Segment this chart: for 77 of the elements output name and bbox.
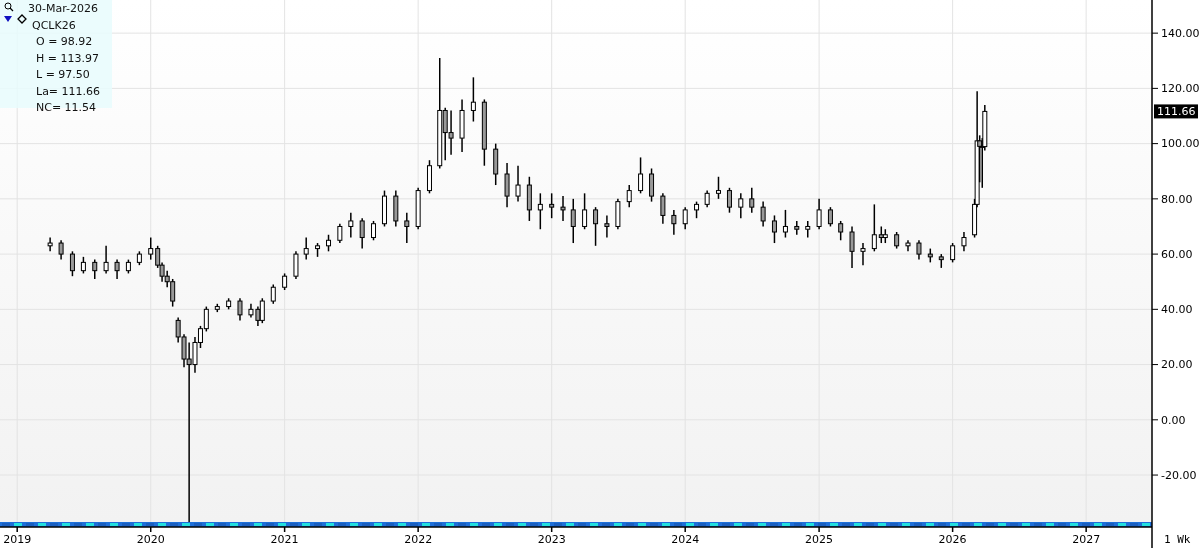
candlestick xyxy=(537,192,543,230)
candlestick xyxy=(827,206,833,228)
candlestick xyxy=(549,192,555,219)
y-tick-label: -20.00 xyxy=(1161,468,1197,482)
x-tick-label: 2025 xyxy=(805,533,834,546)
candlestick xyxy=(259,297,265,324)
annotation: QCLK26 xyxy=(32,18,76,32)
candlestick xyxy=(371,220,377,242)
text: 111.66 xyxy=(1157,105,1196,119)
candlestick xyxy=(504,162,510,208)
candlestick xyxy=(270,283,276,305)
candlestick xyxy=(114,258,120,280)
x-tick-label: 2024 xyxy=(671,533,700,546)
candlestick xyxy=(950,242,956,264)
annotation: H = 113.97 xyxy=(36,51,99,65)
y-tick-label: 60.00 xyxy=(1161,247,1193,261)
candlestick xyxy=(816,198,822,230)
y-tick-label: 100.00 xyxy=(1161,137,1200,151)
x-tick-label: 2020 xyxy=(136,533,165,546)
candlestick xyxy=(359,217,365,250)
x-tick-label: 2026 xyxy=(938,533,967,546)
y-tick-label: 20.00 xyxy=(1161,358,1193,372)
candlestick xyxy=(771,214,777,244)
candlestick xyxy=(293,250,299,280)
candlestick xyxy=(916,239,922,261)
candlestick xyxy=(805,220,811,239)
candlestick xyxy=(148,236,154,261)
candlestick xyxy=(649,167,655,203)
candlestick xyxy=(515,164,521,203)
candlestick xyxy=(58,239,64,261)
candlestick xyxy=(604,214,610,239)
candlestick xyxy=(404,211,410,244)
y-tick-label: 40.00 xyxy=(1161,303,1193,317)
candlestick xyxy=(92,258,98,280)
candlestick xyxy=(470,76,476,123)
candlestick xyxy=(738,192,744,219)
x-tick-label: 2023 xyxy=(537,533,566,546)
text: 1 Wk xyxy=(1164,533,1191,546)
candlestick xyxy=(715,176,721,200)
x-tick-label: 2021 xyxy=(270,533,299,546)
annotation: La= 111.66 xyxy=(36,84,101,98)
candlestick xyxy=(838,220,844,242)
candlestick xyxy=(638,156,644,195)
y-tick-label: 0.00 xyxy=(1161,413,1186,427)
candlestick xyxy=(237,297,243,322)
candlestick xyxy=(871,203,877,253)
candlestick xyxy=(726,187,732,214)
annotation: L = 97.50 xyxy=(36,68,90,81)
annotation: O = 98.92 xyxy=(36,35,93,48)
candlestick xyxy=(303,236,309,261)
annotation: 30-Mar-2026 xyxy=(28,2,98,15)
candlestick xyxy=(560,195,566,222)
candlestick xyxy=(782,209,788,239)
y-tick-label: 120.00 xyxy=(1161,82,1200,96)
candlestick xyxy=(593,206,599,247)
candlestick xyxy=(794,220,800,236)
x-tick-label: 2027 xyxy=(1072,533,1101,546)
candlestick xyxy=(860,242,866,266)
candlestick xyxy=(582,192,588,230)
candlestick xyxy=(626,184,632,208)
candlestick xyxy=(849,225,855,269)
y-tick-label: 140.00 xyxy=(1161,26,1200,40)
candlestick xyxy=(671,209,677,236)
candlestick xyxy=(682,206,688,230)
x-tick-label: 2022 xyxy=(404,533,433,546)
candlestick xyxy=(103,245,109,275)
candlestick xyxy=(749,187,755,214)
candlestick xyxy=(660,192,666,225)
candlestick xyxy=(760,200,766,228)
annotation: NC= 11.54 xyxy=(36,101,97,114)
candlestick xyxy=(337,222,343,244)
candlestick xyxy=(348,211,354,239)
y-tick-label: 80.00 xyxy=(1161,192,1193,206)
x-tick-label: 2019 xyxy=(3,533,32,546)
candlestick xyxy=(69,250,75,277)
candlestick xyxy=(961,231,967,253)
candlestick xyxy=(570,198,576,244)
